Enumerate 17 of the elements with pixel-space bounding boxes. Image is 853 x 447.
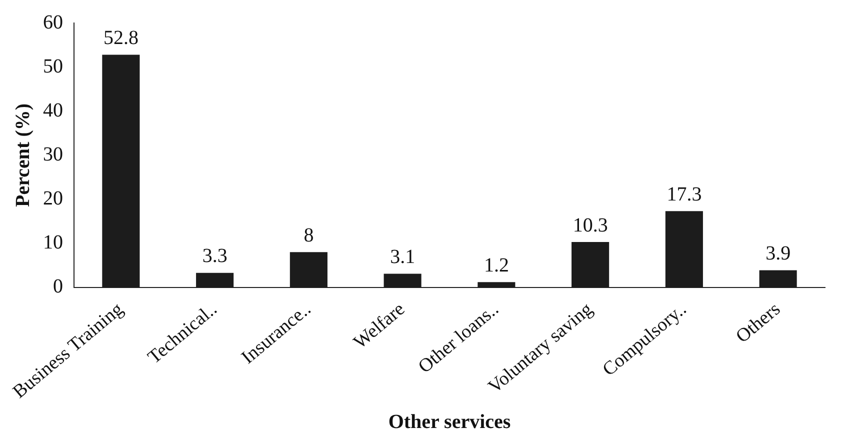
- y-tick-label: 40: [43, 99, 63, 122]
- data-label: 3.1: [390, 246, 416, 268]
- data-label: 3.9: [766, 242, 791, 264]
- data-label: 1.2: [484, 254, 509, 276]
- data-label: 10.3: [572, 214, 608, 236]
- x-axis-title: Other services: [388, 411, 511, 434]
- y-tick-label: 60: [43, 11, 63, 34]
- y-tick-label: 20: [43, 188, 63, 210]
- data-label: 52.8: [103, 26, 138, 49]
- data-label: 8: [304, 224, 314, 246]
- data-label: 17.3: [666, 183, 702, 206]
- y-tick-label: 30: [43, 143, 63, 166]
- data-label: 3.3: [202, 245, 228, 268]
- y-tick-label: 50: [43, 55, 63, 78]
- y-tick-label: 10: [43, 232, 63, 254]
- y-axis-title: Percent (%): [12, 103, 34, 207]
- y-tick-label: 0: [53, 276, 63, 298]
